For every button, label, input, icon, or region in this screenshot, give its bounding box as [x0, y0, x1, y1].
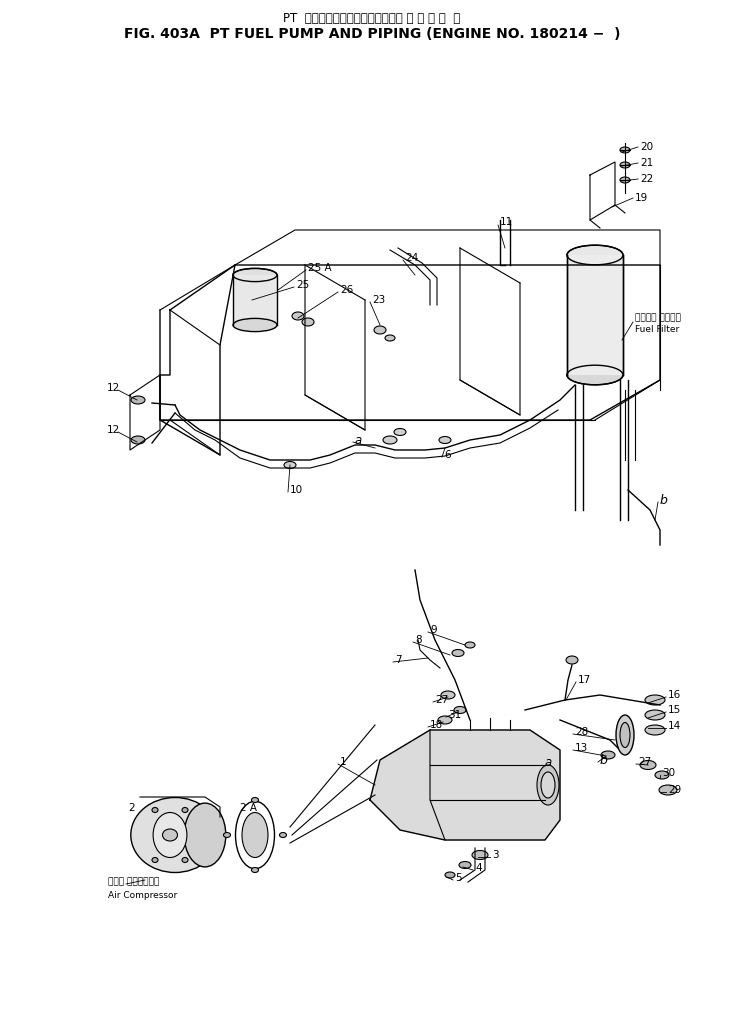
Text: 2: 2 [128, 803, 135, 813]
Bar [233, 275, 277, 325]
Ellipse shape [131, 396, 145, 404]
Ellipse shape [152, 808, 158, 813]
Ellipse shape [441, 691, 455, 699]
Text: 18: 18 [430, 720, 443, 730]
Text: 5: 5 [455, 874, 461, 883]
Text: 10: 10 [290, 485, 303, 495]
Ellipse shape [439, 437, 451, 444]
Text: 25 A: 25 A [308, 263, 332, 273]
Text: 2 A: 2 A [240, 803, 257, 813]
Ellipse shape [152, 857, 158, 862]
Text: 27: 27 [638, 757, 651, 767]
Polygon shape [370, 730, 560, 840]
Text: 29: 29 [668, 785, 682, 795]
Text: 3: 3 [492, 850, 498, 860]
Text: 6: 6 [444, 450, 451, 460]
Text: 22: 22 [640, 174, 653, 184]
Ellipse shape [537, 765, 559, 805]
Ellipse shape [465, 642, 475, 648]
Text: 23: 23 [372, 295, 385, 305]
Text: エアー コンプレッサ: エアー コンプレッサ [108, 878, 159, 887]
Text: PT  フェルポンプおよびパイピング 適 用 号 機  ・: PT フェルポンプおよびパイピング 適 用 号 機 ・ [283, 11, 461, 24]
Text: 30: 30 [662, 768, 675, 778]
Text: 12: 12 [107, 383, 121, 393]
Text: 27: 27 [435, 695, 448, 705]
Ellipse shape [438, 716, 452, 724]
Ellipse shape [541, 772, 555, 798]
Ellipse shape [233, 318, 277, 332]
Text: 26: 26 [340, 285, 353, 295]
Text: b: b [660, 493, 668, 507]
Ellipse shape [620, 177, 630, 183]
Text: FIG. 403A  PT FUEL PUMP AND PIPING (ENGINE NO. 180214 −  ): FIG. 403A PT FUEL PUMP AND PIPING (ENGIN… [124, 27, 620, 41]
Ellipse shape [620, 723, 630, 747]
Text: 17: 17 [578, 675, 591, 685]
Text: Fuel Filter: Fuel Filter [635, 326, 679, 335]
Ellipse shape [452, 649, 464, 656]
Text: 16: 16 [668, 690, 682, 700]
Ellipse shape [454, 707, 466, 714]
Ellipse shape [280, 832, 286, 837]
Text: 8: 8 [415, 635, 422, 645]
Ellipse shape [640, 760, 656, 769]
Text: 21: 21 [640, 158, 653, 168]
Text: 19: 19 [635, 193, 648, 203]
Ellipse shape [182, 857, 188, 862]
Text: 4: 4 [475, 863, 481, 874]
Ellipse shape [242, 813, 268, 857]
Ellipse shape [472, 850, 488, 859]
Text: 12: 12 [107, 425, 121, 435]
Ellipse shape [659, 785, 677, 795]
Ellipse shape [153, 813, 187, 857]
Ellipse shape [567, 365, 623, 385]
Text: フェエル フィルタ: フェエル フィルタ [635, 313, 681, 323]
Ellipse shape [251, 867, 258, 872]
Text: 25: 25 [296, 280, 310, 290]
Ellipse shape [394, 429, 406, 436]
Ellipse shape [292, 312, 304, 320]
Text: 15: 15 [668, 705, 682, 715]
Ellipse shape [445, 872, 455, 878]
Ellipse shape [620, 162, 630, 168]
Ellipse shape [374, 326, 386, 334]
Ellipse shape [459, 861, 471, 868]
Ellipse shape [645, 725, 665, 735]
Ellipse shape [302, 318, 314, 326]
Ellipse shape [655, 771, 669, 779]
Ellipse shape [131, 798, 219, 872]
Ellipse shape [566, 656, 578, 664]
Text: 14: 14 [668, 721, 682, 731]
Text: 24: 24 [405, 253, 418, 263]
Ellipse shape [645, 710, 665, 720]
Ellipse shape [131, 436, 145, 444]
Text: 1: 1 [340, 757, 347, 767]
Ellipse shape [251, 798, 258, 803]
Text: 13: 13 [575, 743, 589, 753]
Ellipse shape [616, 715, 634, 755]
Text: 7: 7 [395, 655, 402, 665]
Ellipse shape [385, 335, 395, 341]
Text: 28: 28 [575, 727, 589, 737]
Text: 9: 9 [430, 625, 437, 635]
Text: 20: 20 [640, 142, 653, 152]
Ellipse shape [185, 803, 225, 866]
Ellipse shape [601, 751, 615, 759]
Text: 31: 31 [448, 710, 461, 720]
Ellipse shape [620, 147, 630, 153]
Ellipse shape [284, 461, 296, 468]
Text: 11: 11 [500, 217, 513, 227]
Text: a: a [545, 755, 552, 768]
Bar [567, 255, 623, 375]
Text: b: b [600, 753, 608, 766]
Ellipse shape [223, 832, 231, 837]
Ellipse shape [162, 829, 178, 841]
Ellipse shape [182, 808, 188, 813]
Ellipse shape [383, 436, 397, 444]
Ellipse shape [233, 268, 277, 282]
Text: Air Compressor: Air Compressor [108, 891, 177, 900]
Ellipse shape [645, 695, 665, 705]
Ellipse shape [567, 246, 623, 265]
Text: a: a [355, 434, 362, 447]
